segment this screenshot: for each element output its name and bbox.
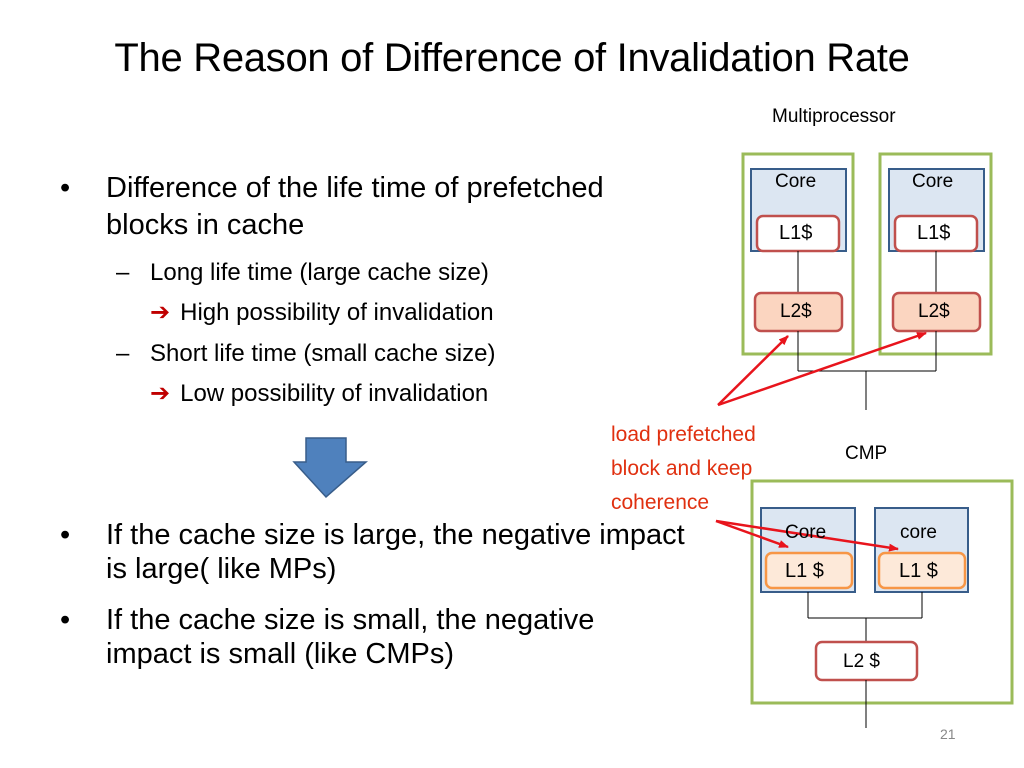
mp-l1-1-label: L1$ — [779, 222, 813, 244]
mp-core-1-label: Core — [775, 171, 817, 192]
cmp-l2-label: L2 $ — [843, 651, 880, 672]
annotation-arrow — [717, 335, 789, 406]
right-arrow-icon: ➔ — [150, 299, 171, 326]
mp-core-2-label: Core — [912, 171, 954, 192]
consequence-low: ➔ Low possibility of invalidation — [150, 379, 488, 409]
mp-l2-1-label: L2$ — [780, 301, 812, 322]
cmp-l1-2-box — [877, 551, 967, 590]
annotation-arrow — [717, 331, 927, 407]
bullet-dot: • — [60, 604, 71, 636]
bullet-small-text: If the cache size is small, the negative… — [106, 604, 595, 670]
annotation-label: load prefetched block and keep coherence — [611, 423, 756, 514]
consequence-low-text: Low possibility of invalidation — [180, 380, 489, 407]
dash-marker: – — [116, 340, 130, 367]
annotation-arrow — [715, 519, 899, 552]
down-arrow-icon — [292, 437, 368, 499]
bullet-large-text: If the cache size is large, the negative… — [106, 519, 685, 585]
consequence-high: ➔ High possibility of invalidation — [150, 298, 494, 328]
slide-number: 21 — [940, 726, 956, 742]
cmp-core-2-label: core — [900, 522, 937, 543]
multiprocessor-label: Multiprocessor — [772, 106, 896, 127]
cmp-label: CMP — [845, 443, 888, 464]
subbullet-long-text: Long life time (large cache size) — [150, 259, 489, 286]
consequence-high-text: High possibility of invalidation — [180, 299, 494, 326]
slide-title: The Reason of Difference of Invalidation… — [114, 36, 910, 80]
subbullet-short-text: Short life time (small cache size) — [150, 340, 496, 367]
bullet-dot: • — [60, 172, 71, 204]
mp-l1-2-label: L1$ — [917, 222, 951, 244]
bullet-lifetime-text: Difference of the life time of prefetche… — [106, 172, 604, 241]
cmp-l1-1-label: L1 $ — [785, 560, 824, 582]
right-arrow-icon: ➔ — [150, 380, 171, 407]
annotation-arrow — [715, 519, 789, 549]
bullet-dot: • — [60, 519, 71, 551]
cmp-l1-1-box — [764, 551, 854, 590]
mp-l2-2-label: L2$ — [918, 301, 950, 322]
dash-marker: – — [116, 259, 130, 286]
cmp-core-1-label: Core — [785, 522, 827, 543]
cmp-l1-2-label: L1 $ — [899, 560, 938, 582]
cmp-box — [750, 479, 1014, 705]
